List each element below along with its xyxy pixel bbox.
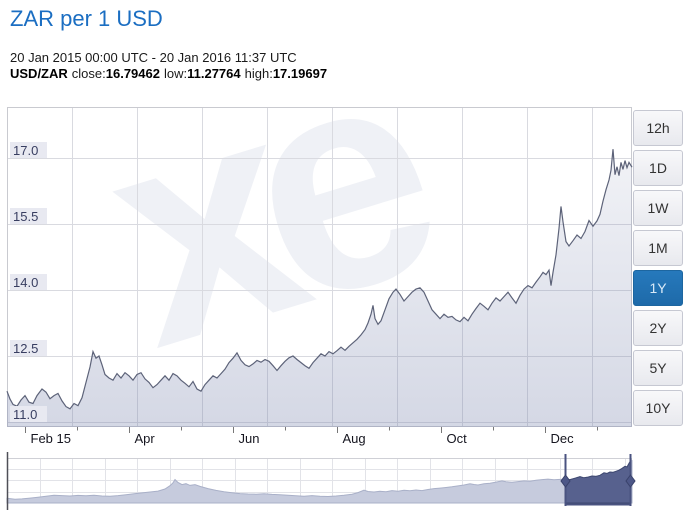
x-axis-label: Oct	[447, 431, 468, 446]
y-axis-labels: 17.0 15.5 14.0 12.5 11.0	[10, 142, 47, 422]
low-value: 11.27764	[187, 66, 241, 81]
y-axis-label-bg	[10, 274, 47, 290]
navigator-right-handle-icon[interactable]	[625, 474, 636, 488]
navigator-selected-series	[565, 459, 631, 504]
rate-line-series	[6, 149, 633, 410]
currency-pair: USD/ZAR	[10, 66, 68, 81]
navigator-selection-window[interactable]	[565, 458, 631, 503]
y-axis-label-bg	[10, 208, 47, 224]
date-range: 20 Jan 2015 00:00 UTC - 20 Jan 2016 11:3…	[10, 50, 297, 65]
navigator-left-handle-icon[interactable]	[560, 474, 571, 488]
x-axis-label: Apr	[135, 431, 156, 446]
range-button-10y[interactable]: 10Y	[633, 390, 683, 426]
rate-area-fill	[7, 149, 632, 427]
y-axis-label-bg	[10, 340, 47, 356]
page-title: ZAR per 1 USD	[10, 6, 163, 31]
navigator-series	[6, 459, 633, 504]
close-label: close:	[71, 66, 106, 81]
low-label: low:	[163, 66, 188, 81]
navigator	[6, 452, 636, 510]
range-button-2y[interactable]: 2Y	[633, 310, 683, 346]
y-axis-label: 15.5	[13, 209, 38, 224]
high-label: high:	[244, 66, 273, 81]
x-axis-label: Jun	[239, 431, 260, 446]
x-axis-label: Dec	[551, 431, 575, 446]
y-axis-label: 12.5	[13, 341, 38, 356]
close-value: 16.79462	[105, 66, 160, 81]
y-axis-label: 14.0	[13, 275, 38, 290]
range-button-12h[interactable]: 12h	[633, 110, 683, 146]
x-axis-label: Aug	[343, 431, 366, 446]
y-axis-label-bg	[10, 142, 47, 158]
range-button-1m[interactable]: 1M	[633, 230, 683, 266]
high-value: 17.19697	[272, 66, 328, 81]
main-plot-area[interactable]	[7, 107, 632, 427]
range-button-1y[interactable]: 1Y	[633, 270, 683, 306]
y-axis-label: 11.0	[13, 407, 37, 422]
range-button-5y[interactable]: 5Y	[633, 350, 683, 386]
x-axis-label: Feb 15	[31, 431, 71, 446]
x-axis: Feb 15 Apr Jun Aug Oct Dec	[25, 427, 598, 446]
range-button-1d[interactable]: 1D	[633, 150, 683, 186]
y-axis-label: 17.0	[13, 143, 38, 158]
rate-summary: USD/ZAR close:16.79462 low:11.27764 high:17…	[10, 66, 327, 81]
y-axis-label-bg	[10, 406, 47, 422]
range-button-1w[interactable]: 1W	[633, 190, 683, 226]
